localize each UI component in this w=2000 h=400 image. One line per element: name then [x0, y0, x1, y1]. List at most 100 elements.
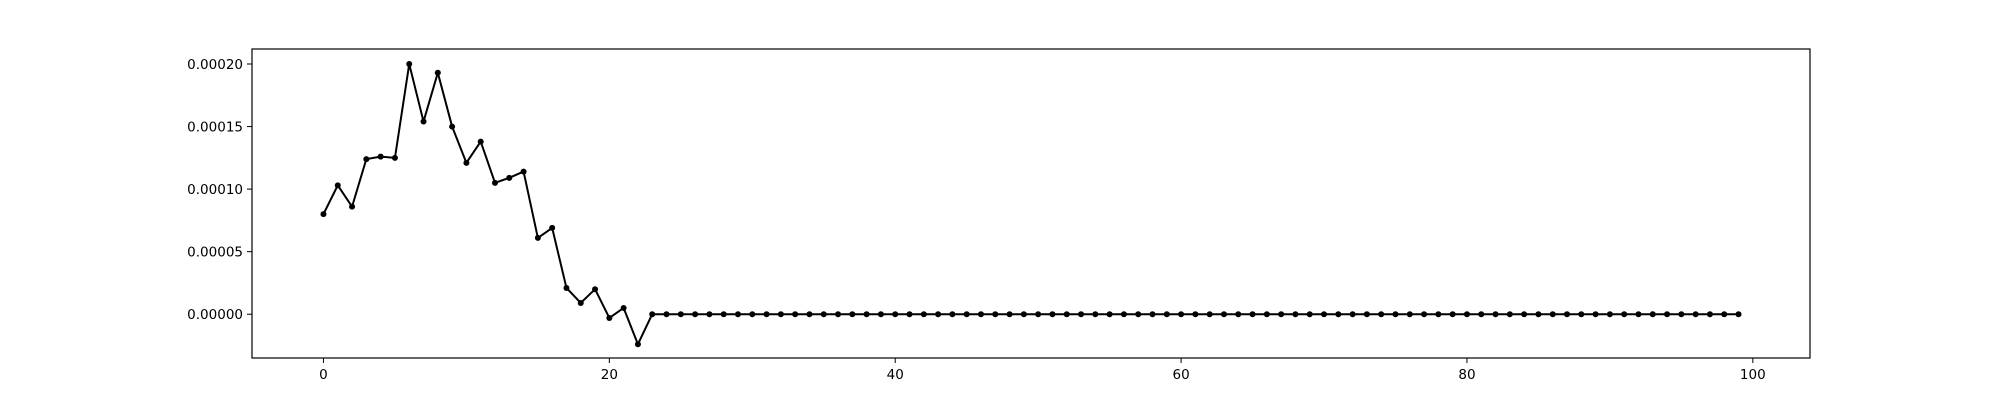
data-point: [677, 311, 684, 318]
data-point: [449, 123, 456, 130]
data-point: [1463, 311, 1470, 318]
data-point: [1163, 311, 1170, 318]
data-point: [663, 311, 670, 318]
data-point: [1649, 311, 1656, 318]
data-point: [1321, 311, 1328, 318]
data-point: [1078, 311, 1085, 318]
data-point: [949, 311, 956, 318]
data-point: [334, 182, 341, 189]
data-point: [835, 311, 842, 318]
data-point: [563, 284, 570, 291]
data-point: [1006, 311, 1013, 318]
data-point: [1235, 311, 1242, 318]
data-point: [1478, 311, 1485, 318]
data-point: [534, 234, 541, 241]
data-point: [892, 311, 899, 318]
data-point: [1506, 311, 1513, 318]
data-point: [1549, 311, 1556, 318]
data-point: [577, 299, 584, 306]
y-tick-label: 0.00015: [187, 120, 243, 136]
data-point: [420, 118, 427, 125]
data-point: [906, 311, 913, 318]
data-point: [649, 311, 656, 318]
data-point: [863, 311, 870, 318]
data-point: [1278, 311, 1285, 318]
data-point: [491, 179, 498, 186]
data-point: [634, 341, 641, 348]
data-point: [992, 311, 999, 318]
data-point: [1292, 311, 1299, 318]
data-point: [806, 311, 813, 318]
data-point: [606, 314, 613, 321]
x-axis: 0 20 40 60 80 100: [319, 358, 1766, 383]
data-point: [434, 69, 441, 76]
y-tick-label: 0.00005: [187, 245, 243, 261]
data-point: [1092, 311, 1099, 318]
data-point: [1220, 311, 1227, 318]
data-point: [1120, 311, 1127, 318]
data-point: [1178, 311, 1185, 318]
data-point: [692, 311, 699, 318]
y-tick-label: 0.00000: [187, 307, 243, 323]
data-point: [1578, 311, 1585, 318]
x-tick-label: 0: [319, 367, 328, 383]
x-tick-label: 40: [887, 367, 904, 383]
data-point: [1049, 311, 1056, 318]
data-point: [1406, 311, 1413, 318]
data-point: [1678, 311, 1685, 318]
data-point: [1435, 311, 1442, 318]
data-point: [1306, 311, 1313, 318]
x-tick-label: 20: [601, 367, 618, 383]
data-point: [1106, 311, 1113, 318]
data-point: [1392, 311, 1399, 318]
series-layer: [320, 61, 1742, 348]
y-tick-label: 0.00010: [187, 182, 243, 198]
data-point: [463, 159, 470, 166]
data-point: [1635, 311, 1642, 318]
data-point: [1063, 311, 1070, 318]
data-point: [1664, 311, 1671, 318]
data-point: [763, 311, 770, 318]
data-point: [349, 203, 356, 210]
data-point: [877, 311, 884, 318]
data-point: [377, 153, 384, 160]
x-tick-label: 80: [1458, 367, 1475, 383]
data-point: [549, 224, 556, 231]
data-point: [749, 311, 756, 318]
data-point: [977, 311, 984, 318]
data-point: [320, 211, 327, 218]
y-tick-label: 0.00020: [187, 57, 243, 73]
data-point: [1535, 311, 1542, 318]
plot-background: [252, 49, 1810, 358]
data-point: [1606, 311, 1613, 318]
data-point: [1692, 311, 1699, 318]
data-point: [620, 304, 627, 311]
data-point: [963, 311, 970, 318]
series-line: [322, 63, 1739, 346]
data-point: [1521, 311, 1528, 318]
data-point: [592, 286, 599, 293]
data-point: [1621, 311, 1628, 318]
data-point: [506, 174, 513, 181]
data-point: [1564, 311, 1571, 318]
data-point: [706, 311, 713, 318]
data-point: [792, 311, 799, 318]
data-point: [849, 311, 856, 318]
data-point: [1020, 311, 1027, 318]
data-point: [1721, 311, 1728, 318]
data-point: [477, 138, 484, 145]
data-point: [920, 311, 927, 318]
data-point: [1592, 311, 1599, 318]
data-point: [520, 168, 527, 175]
y-axis: 0.00000 0.00005 0.00010 0.00015 0.00020: [187, 57, 252, 323]
data-point: [1335, 311, 1342, 318]
x-tick-label: 100: [1740, 367, 1766, 383]
data-point: [1349, 311, 1356, 318]
data-point: [1421, 311, 1428, 318]
data-point: [406, 61, 413, 68]
data-point: [1263, 311, 1270, 318]
data-point: [1149, 311, 1156, 318]
data-point: [720, 311, 727, 318]
data-point: [1249, 311, 1256, 318]
